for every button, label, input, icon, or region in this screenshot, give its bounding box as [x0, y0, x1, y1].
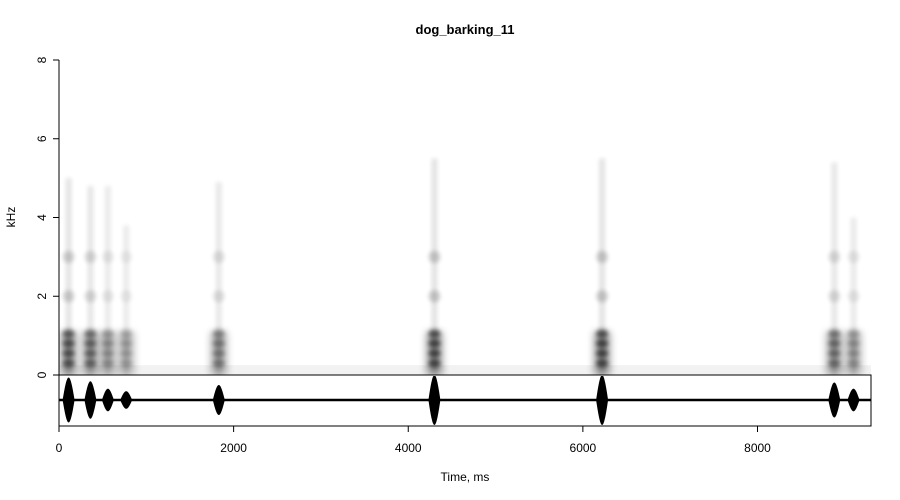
- harmonic-blob: [62, 349, 75, 358]
- y-tick-label: 4: [35, 214, 49, 221]
- harmonic-blob: [596, 349, 609, 358]
- harmonic-blob: [847, 329, 860, 338]
- harmonic-blob: [428, 250, 441, 263]
- harmonic-blob: [62, 290, 75, 303]
- bark-streak: [104, 186, 111, 375]
- harmonic-blob: [101, 290, 114, 303]
- bark-event: [845, 217, 862, 375]
- x-tick-label: 0: [56, 441, 63, 455]
- harmonic-blob: [212, 250, 225, 263]
- harmonic-blob: [828, 250, 841, 263]
- harmonic-blob: [828, 290, 841, 303]
- harmonic-blob: [212, 359, 225, 368]
- y-tick-label: 0: [35, 371, 49, 378]
- harmonic-blob: [428, 339, 441, 348]
- bark-event: [594, 158, 611, 375]
- harmonic-blob: [847, 250, 860, 263]
- x-axis-ticks: 0 2000 4000 6000 8000: [56, 426, 771, 455]
- x-tick-label: 2000: [220, 441, 247, 455]
- waveform-burst: [101, 388, 114, 412]
- bark-event: [118, 225, 135, 375]
- harmonic-blob: [596, 250, 609, 263]
- harmonic-blob: [428, 349, 441, 358]
- waveform-burst: [828, 382, 841, 418]
- harmonic-blob: [101, 359, 114, 368]
- bark-event: [426, 158, 443, 375]
- harmonic-blob: [84, 359, 97, 368]
- harmonic-blob: [84, 349, 97, 358]
- harmonic-blob: [596, 329, 609, 338]
- bark-event: [826, 162, 843, 375]
- harmonic-blob: [212, 349, 225, 358]
- waveform-burst: [212, 385, 225, 415]
- harmonic-blob: [428, 359, 441, 368]
- bark-event: [210, 182, 227, 375]
- harmonic-blob: [84, 329, 97, 338]
- y-axis-ticks: 0 2 4 6 8: [35, 56, 59, 378]
- harmonic-blob: [212, 339, 225, 348]
- harmonic-blob: [62, 339, 75, 348]
- waveform-burst: [596, 376, 609, 425]
- harmonic-blob: [62, 359, 75, 368]
- bark-streak: [87, 186, 94, 375]
- x-tick-label: 8000: [744, 441, 771, 455]
- harmonic-blob: [428, 290, 441, 303]
- harmonic-blob: [847, 349, 860, 358]
- background-noise-band: [59, 365, 871, 375]
- harmonic-blob: [101, 329, 114, 338]
- harmonic-blob: [101, 349, 114, 358]
- harmonic-blob: [847, 339, 860, 348]
- harmonic-blob: [120, 349, 133, 358]
- bark-event: [82, 186, 99, 375]
- bark-streak: [831, 162, 838, 375]
- bark-streak: [599, 158, 606, 375]
- harmonic-blob: [62, 250, 75, 263]
- harmonic-blob: [84, 339, 97, 348]
- harmonic-blob: [120, 359, 133, 368]
- waveform-burst: [847, 388, 860, 412]
- harmonic-blob: [101, 339, 114, 348]
- x-tick-label: 4000: [395, 441, 422, 455]
- harmonic-blob: [120, 290, 133, 303]
- oscillogram-area: [59, 376, 871, 425]
- harmonic-blob: [847, 359, 860, 368]
- harmonic-blob: [828, 349, 841, 358]
- harmonic-blob: [428, 329, 441, 338]
- waveform-burst: [84, 381, 97, 419]
- harmonic-blob: [120, 339, 133, 348]
- harmonic-blob: [596, 359, 609, 368]
- harmonic-blob: [84, 290, 97, 303]
- harmonic-blob: [101, 250, 114, 263]
- waveform-burst: [428, 376, 441, 425]
- harmonic-blob: [212, 329, 225, 338]
- waveform-burst: [62, 377, 75, 423]
- waveform-burst: [120, 391, 133, 409]
- harmonic-blob: [84, 250, 97, 263]
- chart-title: dog_barking_11: [415, 22, 515, 37]
- harmonic-blob: [847, 290, 860, 303]
- harmonic-blob: [828, 359, 841, 368]
- harmonic-blob: [828, 339, 841, 348]
- harmonic-blob: [62, 329, 75, 338]
- bark-streak: [215, 182, 222, 375]
- bark-event: [60, 178, 77, 375]
- y-tick-label: 6: [35, 135, 49, 142]
- harmonic-blob: [596, 339, 609, 348]
- bark-streak: [65, 178, 72, 375]
- harmonic-blob: [828, 329, 841, 338]
- y-tick-label: 2: [35, 293, 49, 300]
- x-tick-label: 6000: [570, 441, 597, 455]
- spectrogram-area: [59, 158, 871, 375]
- bark-streak: [431, 158, 438, 375]
- x-axis-label: Time, ms: [440, 470, 490, 484]
- harmonic-blob: [120, 250, 133, 263]
- y-tick-label: 8: [35, 56, 49, 63]
- harmonic-blob: [212, 290, 225, 303]
- bark-event: [99, 186, 116, 375]
- harmonic-blob: [120, 329, 133, 338]
- harmonic-blob: [596, 290, 609, 303]
